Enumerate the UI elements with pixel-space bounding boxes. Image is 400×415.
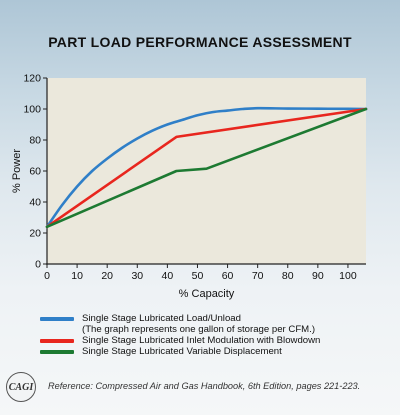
series-line-load-unload [45, 106, 368, 229]
legend-swatch-load-unload [40, 316, 74, 321]
legend-item-load-unload: Single Stage Lubricated Load/Unload [40, 313, 390, 324]
x-tick-label: 40 [162, 270, 174, 282]
series-line-variable-displacement [45, 107, 368, 229]
cagi-logo: CAGI [6, 372, 36, 402]
chart-title: PART LOAD PERFORMANCE ASSESSMENT [48, 34, 352, 50]
legend-item-variable-displacement: Single Stage Lubricated Variable Displac… [40, 346, 390, 357]
cagi-logo-text: CAGI [8, 381, 34, 393]
x-tick-label: 50 [192, 270, 204, 282]
x-tick-label: 10 [71, 270, 83, 282]
y-tick-label: 20 [29, 228, 41, 240]
legend-label-inlet-modulation: Single Stage Lubricated Inlet Modulation… [82, 335, 321, 346]
legend-label-variable-displacement: Single Stage Lubricated Variable Displac… [82, 346, 282, 357]
x-axis-label: % Capacity [179, 288, 235, 300]
legend-note: (The graph represents one gallon of stor… [82, 324, 316, 335]
x-tick-label: 20 [101, 270, 113, 282]
x-tick-label: 100 [339, 270, 357, 282]
y-tick-label: 40 [29, 197, 41, 209]
y-tick-label: 120 [23, 73, 41, 85]
series-line-inlet-modulation [45, 107, 368, 229]
plot-area [47, 78, 366, 264]
y-tick-label: 60 [29, 166, 41, 178]
legend-item-inlet-modulation: Single Stage Lubricated Inlet Modulation… [40, 335, 390, 346]
y-axis-label: % Power [11, 149, 23, 193]
y-tick-label: 100 [23, 104, 41, 116]
chart-legend: Single Stage Lubricated Load/Unload (The… [40, 313, 390, 357]
x-tick-label: 30 [131, 270, 143, 282]
legend-swatch-variable-displacement [40, 349, 74, 354]
footer: CAGI Reference: Compressed Air and Gas H… [6, 372, 396, 408]
legend-swatch-inlet-modulation [40, 338, 74, 343]
reference-text: Reference: Compressed Air and Gas Handbo… [48, 381, 361, 391]
x-tick-label: 60 [222, 270, 234, 282]
x-tick-label: 70 [252, 270, 264, 282]
x-tick-label: 90 [312, 270, 324, 282]
x-tick-label: 80 [282, 270, 294, 282]
y-tick-label: 0 [35, 259, 41, 271]
y-tick-label: 80 [29, 135, 41, 147]
x-tick-label: 0 [44, 270, 50, 282]
legend-label-load-unload: Single Stage Lubricated Load/Unload [82, 313, 241, 324]
